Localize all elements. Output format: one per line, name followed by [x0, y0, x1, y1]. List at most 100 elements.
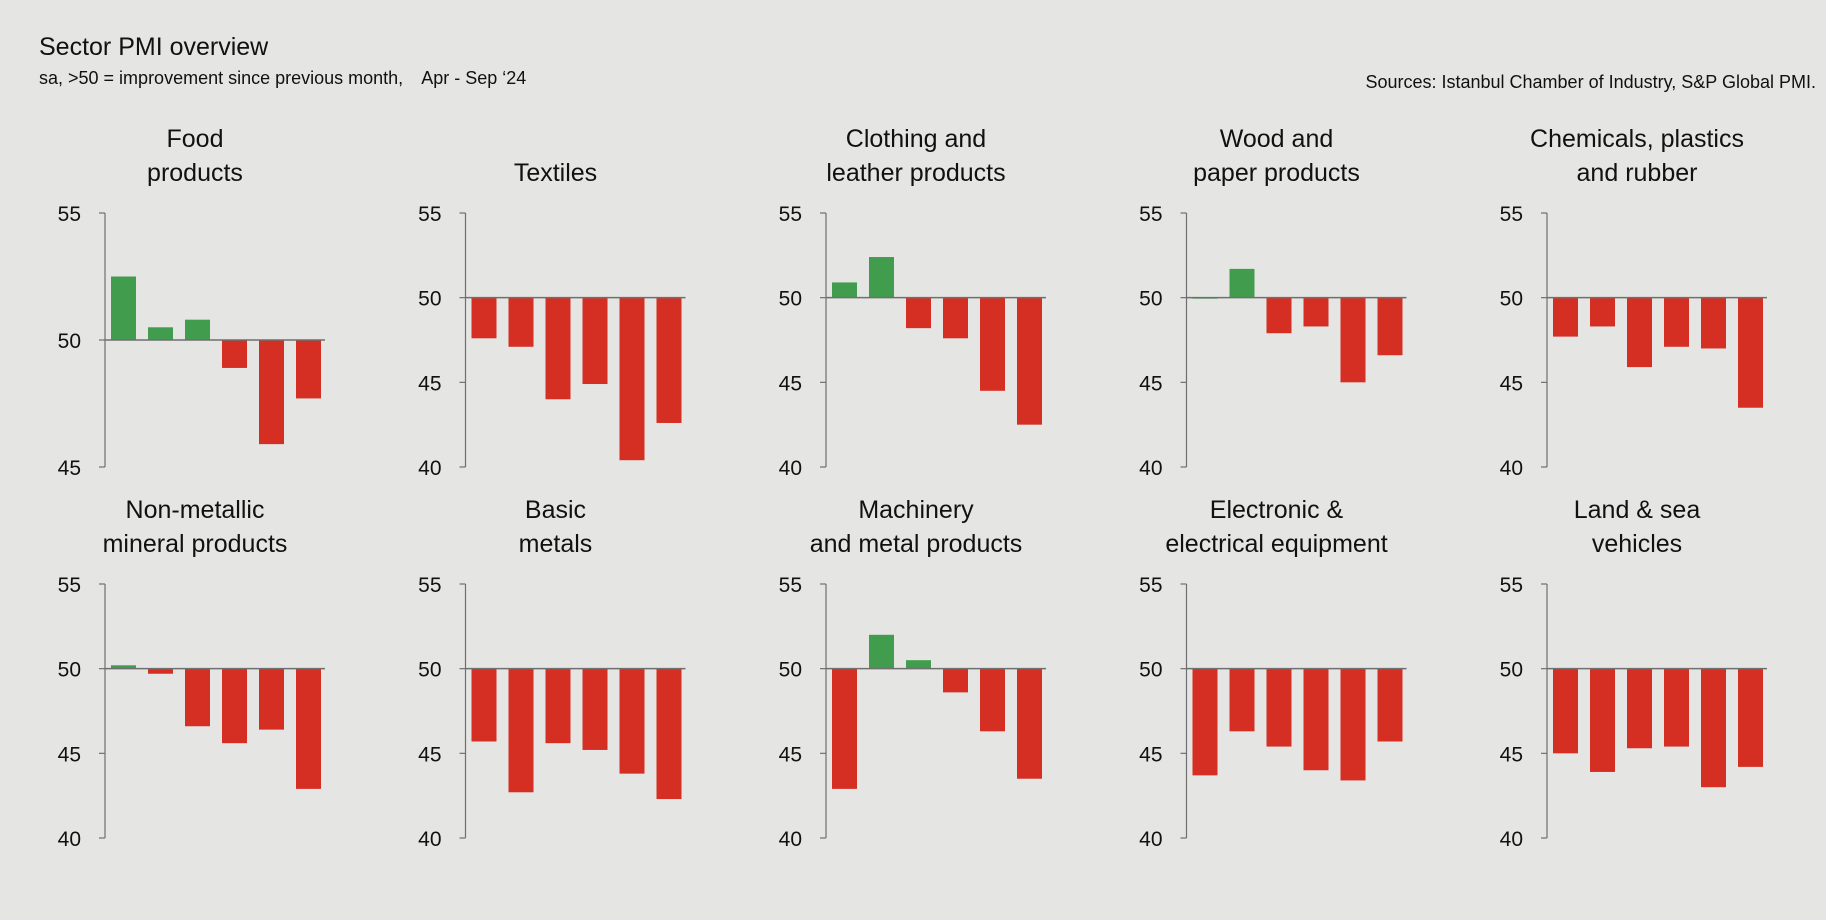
panel-title-line: products [147, 159, 243, 187]
bar-aug [619, 668, 645, 774]
bar-apr [832, 282, 857, 298]
bar-aug [1701, 668, 1726, 788]
bar-aug [619, 297, 645, 461]
y-tick-label: 55 [779, 203, 802, 226]
bar-jun [185, 319, 210, 340]
y-tick-label: 45 [1500, 372, 1523, 395]
bar-apr [111, 276, 136, 340]
y-tick-label: 40 [58, 828, 81, 851]
bar-apr [1553, 297, 1578, 337]
bar-sep [656, 668, 682, 800]
bar-jul [582, 297, 608, 385]
bar-may [1229, 668, 1255, 732]
bar-jul [943, 668, 968, 693]
y-tick-label: 40 [779, 457, 802, 480]
y-tick-label: 40 [1139, 457, 1162, 480]
bar-may [1229, 268, 1255, 298]
bar-jun [185, 668, 210, 727]
sector-panel-10: Land & sea vehicles 40 45 50 55 [1500, 496, 1767, 851]
bar-jun [906, 660, 931, 669]
y-tick-label: 50 [1500, 659, 1523, 682]
y-tick-label: 55 [58, 203, 81, 226]
bar-jul [1303, 297, 1329, 327]
bar-jun [1627, 668, 1652, 749]
panel-title-line: Land & sea [1574, 496, 1701, 524]
y-tick-label: 45 [1139, 372, 1162, 395]
bar-may [869, 634, 894, 669]
bar-sep [1738, 668, 1763, 767]
bar-aug [980, 668, 1005, 732]
bar-sep [1377, 297, 1403, 356]
bar-aug [1701, 297, 1726, 349]
y-tick-label: 40 [1139, 828, 1162, 851]
y-tick-label: 45 [779, 372, 802, 395]
sector-panel-9: Electronic & electrical equipment 40 45 50 55 [1139, 496, 1407, 851]
bar-may [869, 257, 894, 298]
bar-sep [1017, 297, 1042, 425]
bar-sep [296, 340, 321, 399]
y-tick-label: 45 [1500, 743, 1523, 766]
chart-header: Sector PMI overview sa, >50 = improvemen… [39, 30, 526, 90]
y-tick-label: 45 [418, 372, 441, 395]
bar-apr [471, 297, 497, 339]
bar-jun [1266, 668, 1292, 747]
y-tick-label: 40 [418, 828, 441, 851]
bar-may [148, 327, 173, 340]
panel-title-line: Food [167, 125, 224, 153]
y-tick-label: 45 [418, 743, 441, 766]
y-tick-label: 50 [418, 659, 441, 682]
bar-apr [1192, 668, 1218, 776]
bar-jul [943, 297, 968, 339]
bar-apr [832, 668, 857, 789]
sector-panel-4: Wood and paper products 40 45 50 55 [1139, 125, 1407, 480]
period-label: Apr - Sep ‘24 [421, 68, 527, 88]
panel-title-line: Machinery [858, 496, 974, 524]
y-tick-label: 45 [58, 743, 81, 766]
sector-panel-8: Machinery and metal products 40 45 50 55 [779, 496, 1046, 851]
bar-aug [1340, 668, 1366, 781]
y-tick-label: 55 [1500, 203, 1523, 226]
bar-jun [545, 668, 571, 744]
bar-jun [1266, 297, 1292, 334]
panel-title-line: Non-metallic [126, 496, 265, 524]
bar-jul [1664, 668, 1689, 747]
y-tick-label: 50 [1500, 288, 1523, 311]
bar-aug [259, 340, 284, 445]
bar-may [508, 668, 534, 793]
panel-title-line: Basic [525, 496, 586, 524]
bar-sep [1738, 297, 1763, 408]
y-tick-label: 45 [58, 457, 81, 480]
panel-title-line: Wood and [1220, 125, 1334, 153]
y-tick-label: 55 [58, 574, 81, 597]
y-tick-label: 55 [418, 574, 441, 597]
bar-sep [296, 668, 321, 789]
page-title: Sector PMI overview [39, 33, 269, 61]
panel-title-line: and rubber [1577, 159, 1698, 187]
sector-panel-2: Textiles 40 45 50 55 [418, 159, 686, 480]
y-tick-label: 40 [779, 828, 802, 851]
bar-jul [222, 668, 247, 744]
bar-jul [1664, 297, 1689, 347]
bar-aug [980, 297, 1005, 391]
panel-title-line: vehicles [1592, 530, 1682, 558]
bar-jul [582, 668, 608, 750]
panel-title-line: paper products [1193, 159, 1360, 187]
sector-panel-3: Clothing and leather products 40 45 50 55 [779, 125, 1046, 480]
panel-title-line: Chemicals, plastics [1530, 125, 1744, 153]
bar-jul [1303, 668, 1329, 771]
y-tick-label: 55 [779, 574, 802, 597]
bar-may [1590, 297, 1615, 327]
source-note: Sources: Istanbul Chamber of Industry, S… [1365, 72, 1816, 92]
sector-panel-1: Food products 45 50 55 [58, 125, 325, 480]
bar-jul [222, 340, 247, 368]
sector-panel-5: Chemicals, plastics and rubber 40 45 50 55 [1500, 125, 1767, 480]
y-tick-label: 50 [1139, 288, 1162, 311]
bar-sep [1017, 668, 1042, 779]
sector-panel-6: Non-metallic mineral products 40 45 50 55 [58, 496, 325, 851]
panel-title-line: mineral products [103, 530, 288, 558]
bar-sep [656, 297, 682, 423]
bar-sep [1377, 668, 1403, 742]
y-tick-label: 50 [58, 330, 81, 353]
panel-title-line: electrical equipment [1165, 530, 1387, 558]
